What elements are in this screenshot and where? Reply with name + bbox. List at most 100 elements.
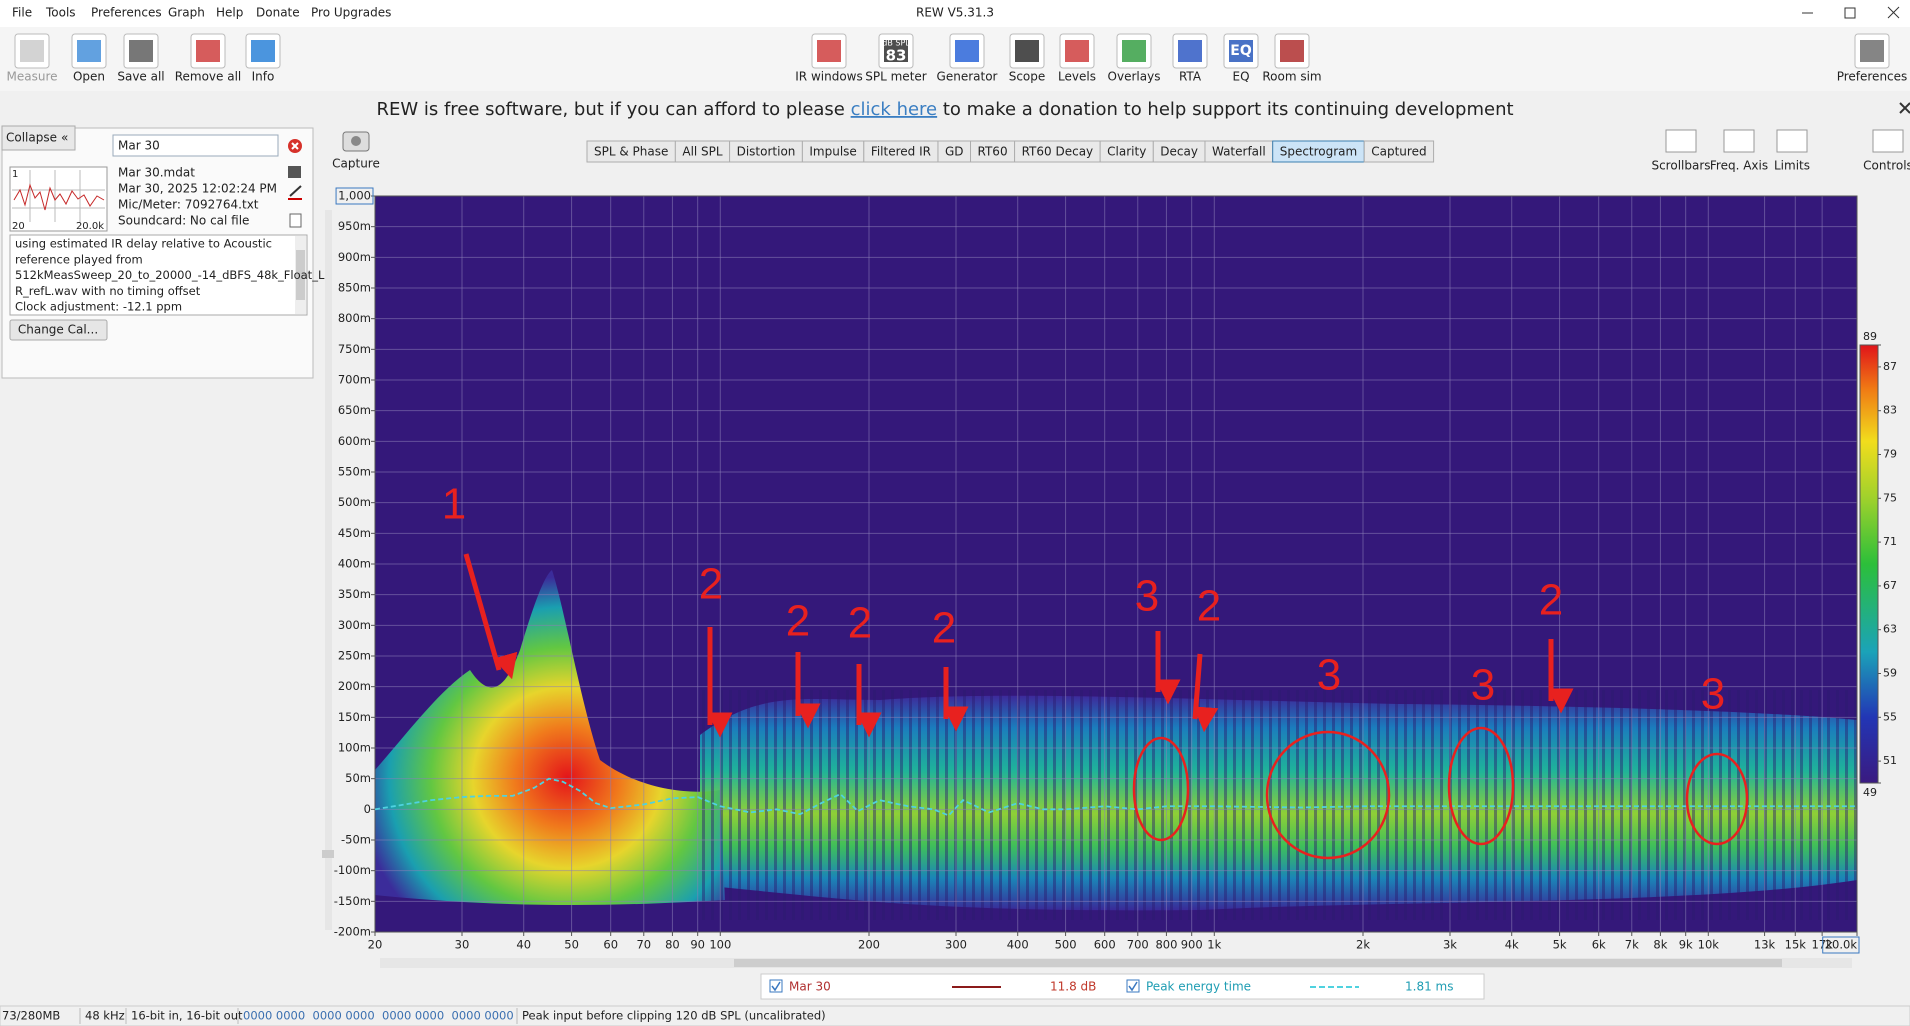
y-tick-label: 900m bbox=[338, 250, 371, 264]
x-scroll-thumb[interactable] bbox=[734, 959, 1782, 967]
annotation: 2 bbox=[1539, 576, 1563, 625]
annotation: 3 bbox=[1701, 670, 1725, 719]
graph-control-label[interactable]: Controls bbox=[1863, 159, 1910, 173]
grid: 1,000 950m 900m 850m 800m 750m 700m 650m 600m 550… bbox=[334, 187, 1860, 954]
remove-icon bbox=[291, 142, 299, 150]
toolbar-label[interactable]: Generator bbox=[937, 70, 998, 84]
y-tick-label: -200m bbox=[334, 925, 371, 939]
graph-tab-label[interactable]: RT60 bbox=[978, 145, 1008, 159]
graph-control-label[interactable]: Freq. Axis bbox=[1710, 159, 1768, 173]
collapse-chevron: « bbox=[61, 131, 68, 145]
annotation: 2 bbox=[1197, 582, 1221, 631]
toolbar-label[interactable]: Preferences bbox=[1837, 70, 1908, 84]
menu-item[interactable]: Tools bbox=[45, 6, 76, 20]
change-cal-button[interactable] bbox=[9, 319, 108, 341]
toolbar-label[interactable]: Room sim bbox=[1262, 70, 1321, 84]
close-donation[interactable] bbox=[1899, 102, 1910, 114]
capture-label[interactable]: Capture bbox=[332, 157, 380, 171]
y-tick-label: 950m bbox=[338, 219, 371, 233]
y-tick-label: -50m bbox=[341, 833, 371, 847]
toolbar-icon-glyph bbox=[1065, 40, 1089, 62]
panel-icons[interactable] bbox=[288, 166, 302, 228]
info-line: Mic/Meter: 7092764.txt bbox=[118, 198, 259, 212]
thumbnail-label: 20 bbox=[12, 221, 25, 232]
toolbar-label[interactable]: RTA bbox=[1179, 70, 1202, 84]
y-slider[interactable] bbox=[325, 210, 332, 930]
collapse-button[interactable] bbox=[1, 125, 76, 151]
toolbar-label[interactable]: Remove all bbox=[175, 70, 242, 84]
legend-label[interactable]: Mar 30 bbox=[789, 980, 831, 994]
menu-item[interactable]: Preferences bbox=[91, 6, 162, 20]
window-controls[interactable] bbox=[1802, 6, 1900, 19]
x-limit-box[interactable] bbox=[1822, 936, 1860, 954]
graph-tab-label[interactable]: Filtered IR bbox=[871, 145, 931, 159]
menu-item[interactable]: Help bbox=[216, 6, 243, 20]
x-tick-label: 70 bbox=[636, 938, 651, 952]
toolbar-label[interactable]: SPL meter bbox=[865, 70, 927, 84]
x-tick-label: 800 bbox=[1155, 938, 1177, 952]
graph-control-label[interactable]: Limits bbox=[1774, 159, 1810, 173]
toolbar-icon-glyph bbox=[251, 40, 275, 62]
y-tick-label: 450m bbox=[338, 526, 371, 540]
graph-tab-label[interactable]: GD bbox=[945, 145, 964, 159]
graph-tab-label[interactable]: Captured bbox=[1371, 145, 1426, 159]
graph-tab-label[interactable]: Spectrogram bbox=[1280, 145, 1358, 159]
graph-control-label[interactable]: Scrollbars bbox=[1651, 159, 1710, 173]
graph-tab-label[interactable]: Clarity bbox=[1107, 145, 1146, 159]
toolbar-icon-glyph bbox=[1178, 40, 1202, 62]
colorbar bbox=[1859, 344, 1879, 784]
menu-item[interactable]: File bbox=[12, 6, 32, 20]
y-tick-label: 50m bbox=[345, 771, 371, 785]
series-layer bbox=[374, 777, 1857, 817]
change-cal-label[interactable]: Change Cal... bbox=[18, 323, 98, 337]
graph-tab-label[interactable]: Impulse bbox=[809, 145, 856, 159]
notes-scroll-thumb[interactable] bbox=[296, 250, 305, 300]
legend-label[interactable]: Peak energy time bbox=[1146, 980, 1251, 994]
thumbnail-trace bbox=[13, 183, 105, 211]
graph-tab-label[interactable]: SPL & Phase bbox=[594, 145, 668, 159]
toolbar-label[interactable]: Measure bbox=[7, 70, 58, 84]
donation-link[interactable]: click here bbox=[851, 99, 938, 120]
toolbar-label[interactable]: Levels bbox=[1058, 70, 1096, 84]
x-tick-label: 6k bbox=[1592, 938, 1606, 952]
annotation: 2 bbox=[699, 560, 723, 609]
name-field[interactable] bbox=[112, 134, 279, 157]
toolbar-icon-glyph bbox=[1860, 40, 1884, 62]
toolbar-label[interactable]: Save all bbox=[117, 70, 164, 84]
colorbar-label: 49 bbox=[1863, 786, 1877, 799]
y-limit-box[interactable] bbox=[335, 187, 374, 205]
legend-checkbox[interactable] bbox=[1126, 979, 1140, 993]
toolbar-label[interactable]: EQ bbox=[1232, 70, 1249, 84]
toolbar-label[interactable]: Open bbox=[73, 70, 105, 84]
legend bbox=[760, 973, 1485, 1000]
y-tick-label: 150m bbox=[338, 710, 371, 724]
menu-item[interactable]: Donate bbox=[256, 6, 300, 20]
toolbar-label[interactable]: IR windows bbox=[795, 70, 862, 84]
collapse-label[interactable]: Collapse bbox=[6, 131, 57, 145]
colorbar-label: 67 bbox=[1883, 579, 1897, 592]
graph-tab-label[interactable]: RT60 Decay bbox=[1022, 145, 1094, 159]
x-tick-label: 50 bbox=[564, 938, 579, 952]
status-item: Peak input before clipping 120 dB SPL (u… bbox=[522, 1009, 826, 1023]
graph-control-icon[interactable] bbox=[1665, 129, 1697, 153]
y-slider-thumb[interactable] bbox=[322, 850, 334, 858]
legend-checkbox[interactable] bbox=[769, 979, 783, 993]
graph-tab-label[interactable]: All SPL bbox=[682, 145, 723, 159]
menu-item[interactable]: Pro Upgrades bbox=[311, 6, 391, 20]
y-tick-label: 300m bbox=[338, 618, 371, 632]
toolbar-label[interactable]: Info bbox=[252, 70, 275, 84]
graph-control-icon[interactable] bbox=[1723, 129, 1755, 153]
measurement-name[interactable]: Mar 30 bbox=[118, 139, 160, 153]
graph-tab[interactable] bbox=[1363, 140, 1435, 163]
x-tick-label: 13k bbox=[1754, 938, 1776, 952]
graph-control-icon[interactable] bbox=[1776, 129, 1808, 153]
colorbar-label: 87 bbox=[1883, 360, 1897, 373]
menu-item[interactable]: Graph bbox=[168, 6, 205, 20]
graph-tab-label[interactable]: Waterfall bbox=[1212, 145, 1266, 159]
toolbar-label[interactable]: Overlays bbox=[1108, 70, 1161, 84]
x-tick-label: 15k bbox=[1785, 938, 1807, 952]
graph-tab-label[interactable]: Decay bbox=[1160, 145, 1198, 159]
graph-control-icon[interactable] bbox=[1872, 129, 1904, 153]
graph-tab-label[interactable]: Distortion bbox=[737, 145, 796, 159]
toolbar-label[interactable]: Scope bbox=[1009, 70, 1046, 84]
